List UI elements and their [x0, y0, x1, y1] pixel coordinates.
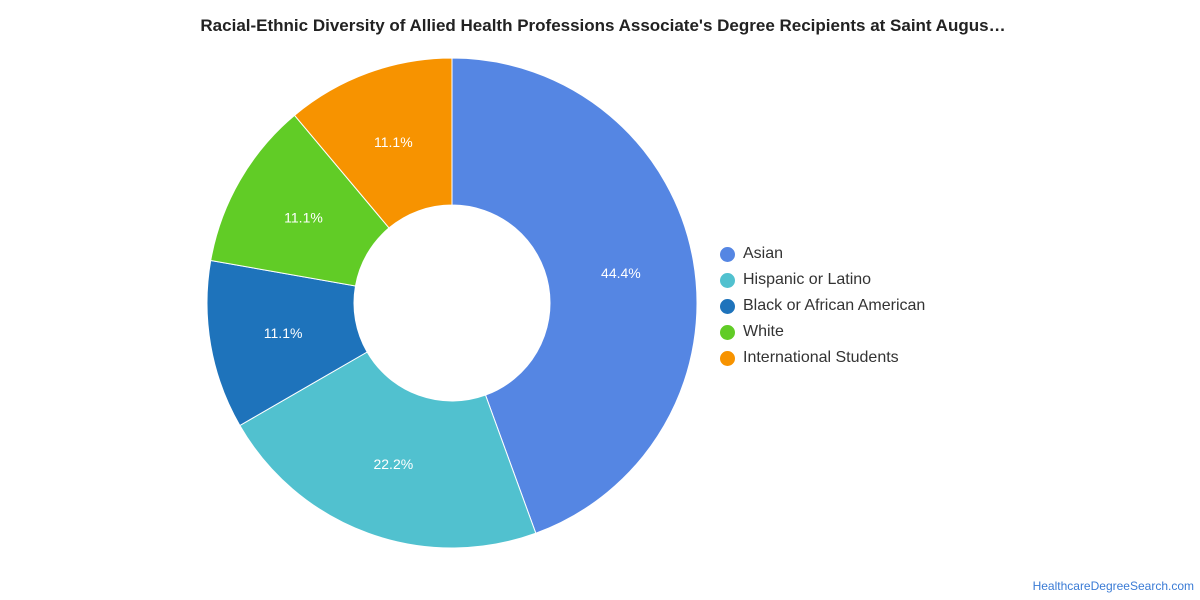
legend-marker — [720, 246, 735, 262]
legend: Asian Hispanic or Latino Black or African … — [720, 241, 925, 371]
legend-marker — [720, 324, 735, 340]
slice-label: 11.1% — [264, 325, 303, 341]
legend-label: Hispanic or Latino — [743, 271, 872, 288]
slice-label: 11.1% — [374, 134, 413, 150]
legend-item[interactable]: White — [720, 319, 925, 345]
legend-item[interactable]: International Students — [720, 345, 925, 371]
slice-label: 44.4% — [601, 265, 641, 281]
legend-marker — [720, 298, 735, 314]
legend-label: White — [743, 323, 784, 340]
legend-label: International Students — [743, 349, 899, 366]
slice-asian[interactable] — [451, 57, 698, 534]
slice-label: 22.2% — [373, 456, 413, 472]
slice-label: 11.1% — [284, 209, 323, 225]
legend-item[interactable]: Asian — [720, 241, 925, 267]
legend-label: Asian — [743, 245, 784, 262]
legend-label: Black or African American — [743, 297, 926, 314]
slices-group — [206, 57, 698, 549]
slice-international-students[interactable] — [293, 57, 453, 229]
legend-marker — [720, 350, 735, 366]
slice-white[interactable] — [210, 114, 390, 287]
slice-hispanic-or-latino[interactable] — [239, 351, 537, 549]
slice-labels-group: 44.4% 22.2% 11.1% 11.1% 11.1% — [264, 134, 641, 472]
slice-black-or-african-american[interactable] — [206, 259, 368, 427]
source-link[interactable]: HealthcareDegreeSearch.com — [1032, 579, 1194, 593]
legend-item[interactable]: Hispanic or Latino — [720, 267, 925, 293]
chart-title: Racial-Ethnic Diversity of Allied Health… — [200, 16, 1006, 35]
legend-item[interactable]: Black or African American — [720, 293, 925, 319]
legend-marker — [720, 272, 735, 288]
